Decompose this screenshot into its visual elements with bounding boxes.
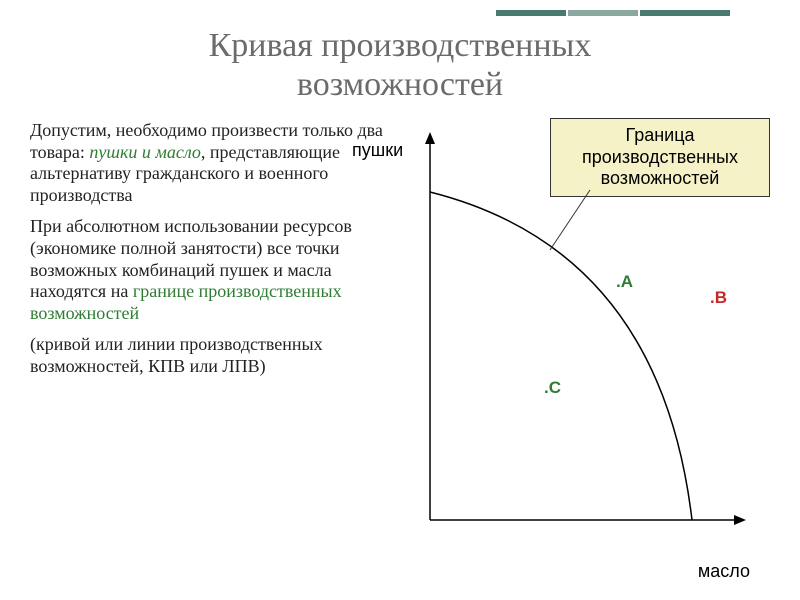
callout-leader-line [550,190,590,250]
bar-segment [568,10,638,16]
point-a-label: А [621,272,633,291]
point-c: .С [544,378,561,398]
decorative-top-bars [496,10,730,16]
ppf-curve [430,192,692,520]
ppf-chart-svg [400,120,760,560]
point-b-label: В [715,288,727,307]
title-line-2: возможностей [297,66,503,103]
content-area: Допустим, необходимо произвести только д… [30,120,780,590]
paragraph-2: При абсолютном использовании ресурсов (э… [30,216,390,324]
y-axis-arrowhead-icon [425,132,435,144]
bar-segment [640,10,730,16]
point-a: .А [616,272,633,292]
slide: Кривая производственных возможностей Доп… [0,0,800,600]
point-b: .В [710,288,727,308]
y-axis-label: пушки [352,140,403,161]
p1-goods-italic: пушки и масло [89,142,201,162]
paragraph-3: (кривой или линии производственных возмо… [30,334,390,377]
bar-segment [496,10,566,16]
text-column: Допустим, необходимо произвести только д… [30,120,390,590]
x-axis-label: масло [698,561,750,582]
point-c-label: С [549,378,561,397]
chart-area: Граница производственных возможностей пу… [400,120,780,590]
paragraph-1: Допустим, необходимо произвести только д… [30,120,390,206]
title-line-1: Кривая производственных [209,27,592,64]
x-axis-arrowhead-icon [734,515,746,525]
